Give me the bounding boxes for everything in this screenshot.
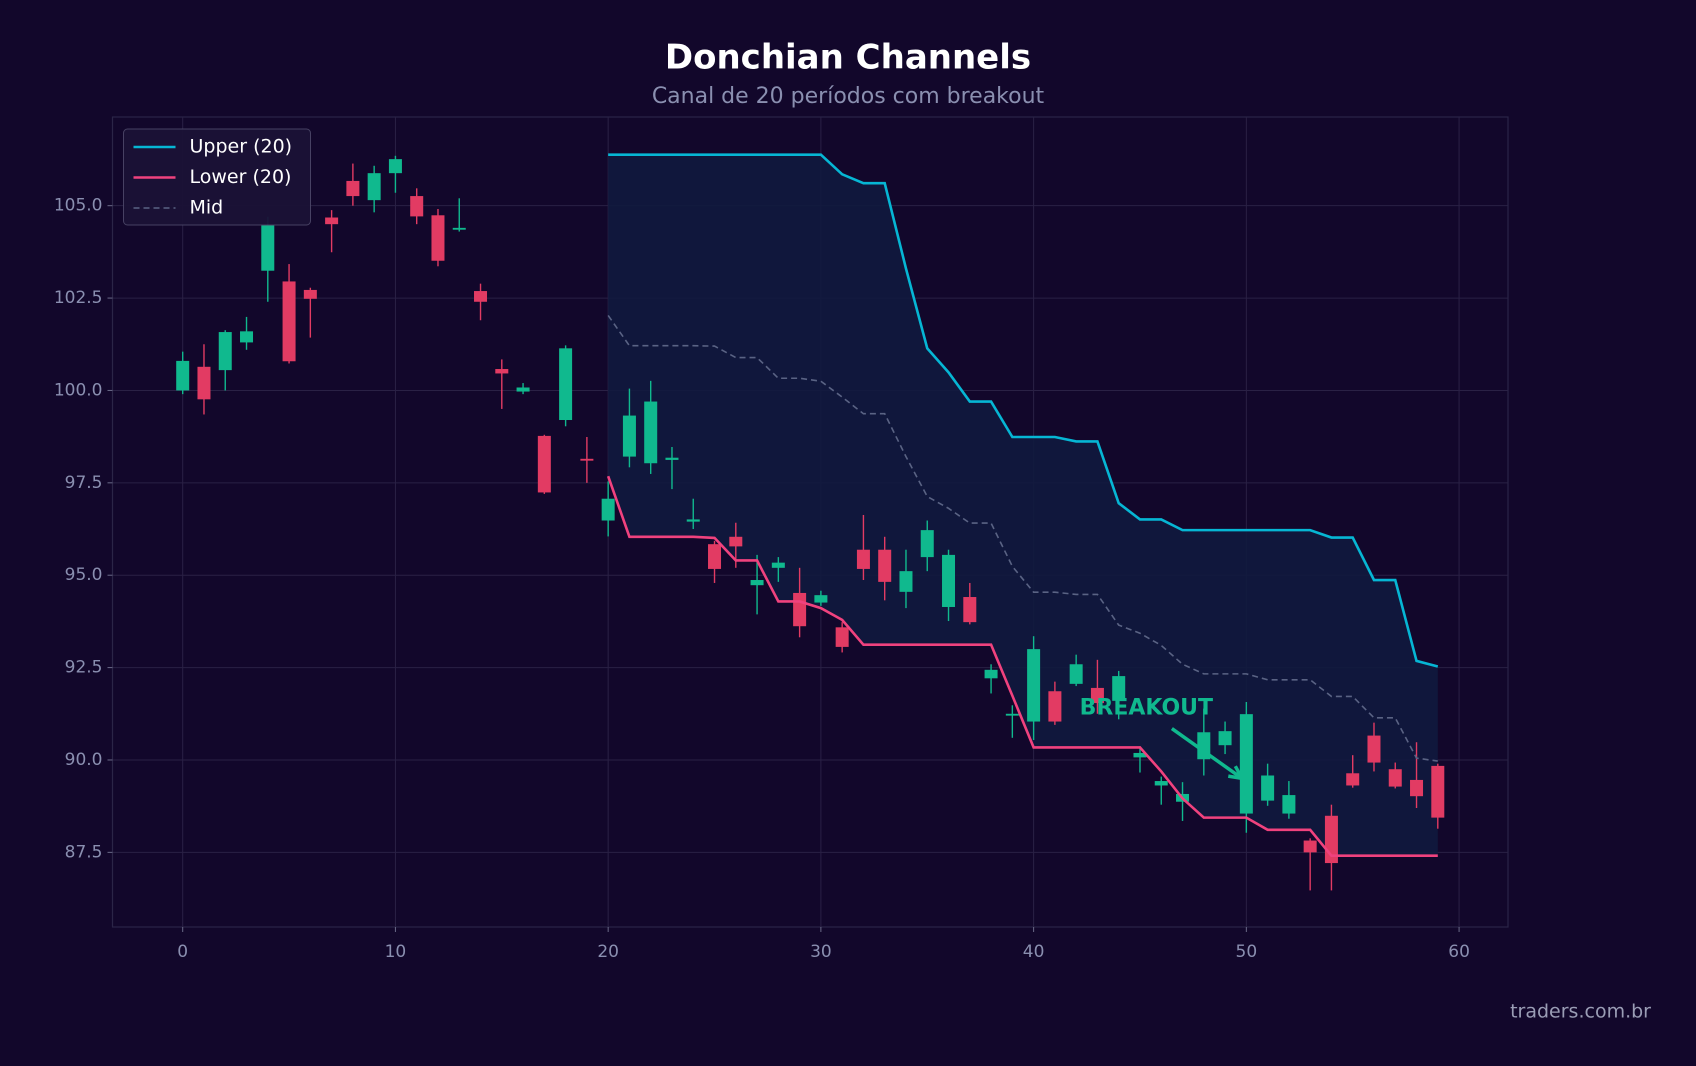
- candle-body: [1090, 687, 1104, 704]
- candle-body: [537, 435, 551, 493]
- y-tick-label: 105.0: [54, 196, 103, 216]
- y-tick-label: 95.0: [65, 565, 103, 585]
- candle-body: [814, 595, 828, 603]
- channel-fill: [608, 154, 1438, 856]
- candle-body: [1431, 765, 1445, 818]
- candle-body: [176, 360, 190, 391]
- candle-body: [367, 173, 381, 201]
- candle-body: [622, 415, 636, 457]
- y-tick-label: 87.5: [65, 842, 103, 862]
- candle-body: [665, 457, 679, 460]
- candle-body: [325, 217, 339, 225]
- candle-body: [1048, 691, 1062, 722]
- annotation-arrow: [1170, 727, 1244, 780]
- x-tick-label: 20: [597, 942, 619, 962]
- candle-body: [942, 554, 956, 607]
- candle-body: [218, 332, 232, 371]
- candle-body: [303, 289, 317, 299]
- candle-body: [793, 592, 807, 627]
- candle-body: [920, 530, 934, 558]
- candle-body: [261, 225, 275, 271]
- candle-body: [856, 549, 870, 569]
- legend-box: [123, 128, 311, 226]
- channel-line: [607, 314, 1438, 762]
- candle-body: [1410, 779, 1424, 797]
- y-tick-label: 90.0: [65, 750, 103, 770]
- y-tick-label: 92.5: [65, 658, 103, 678]
- channel-line: [606, 475, 1438, 857]
- candle-body: [729, 536, 743, 547]
- candle-body: [750, 580, 764, 586]
- candle-body: [197, 366, 211, 400]
- candle-body: [878, 549, 892, 582]
- candle-body: [708, 544, 722, 569]
- y-tick-label: 100.0: [54, 380, 103, 400]
- candle-body: [580, 458, 594, 461]
- candle-body: [771, 562, 785, 568]
- candle-body: [644, 401, 658, 464]
- chart-title: Donchian Channels: [665, 38, 1031, 78]
- candle-body: [1367, 735, 1381, 763]
- candle-body: [1346, 773, 1360, 786]
- x-tick-label: 50: [1236, 942, 1258, 962]
- legend-label: Mid: [190, 197, 224, 219]
- channel-line: [608, 153, 1439, 668]
- candle-body: [410, 196, 424, 217]
- candle-body: [559, 348, 573, 421]
- candle-body: [1303, 840, 1317, 853]
- candle-body: [474, 291, 488, 302]
- legend-label: Lower (20): [190, 166, 292, 188]
- candle-body: [495, 369, 509, 374]
- candle-body: [1027, 649, 1041, 722]
- candle-body: [1154, 781, 1168, 786]
- x-tick-label: 0: [177, 942, 188, 962]
- candle-body: [1388, 769, 1402, 787]
- candle-body: [388, 159, 402, 174]
- candle-body: [1239, 714, 1253, 814]
- candle-body: [516, 387, 530, 392]
- x-tick-label: 60: [1448, 942, 1470, 962]
- candle-body: [282, 281, 296, 362]
- candle-body: [1218, 731, 1232, 746]
- y-tick-label: 102.5: [54, 288, 103, 308]
- candle-body: [1261, 775, 1275, 801]
- legend-label: Upper (20): [190, 136, 293, 158]
- candle-body: [1112, 676, 1126, 701]
- x-tick-label: 40: [1023, 942, 1045, 962]
- candle-body: [240, 331, 254, 343]
- x-tick-label: 10: [385, 942, 407, 962]
- candle-body: [1005, 713, 1019, 716]
- candle-body: [1282, 795, 1296, 814]
- candle-body: [963, 597, 977, 623]
- annotation: BREAKOUT: [1080, 696, 1213, 721]
- y-tick-label: 97.5: [65, 473, 103, 493]
- watermark: traders.com.br: [1510, 1001, 1651, 1023]
- chart-subtitle: Canal de 20 períodos com breakout: [652, 84, 1045, 109]
- candle-body: [686, 519, 700, 522]
- x-tick-label: 30: [810, 942, 832, 962]
- candle-body: [1133, 752, 1147, 758]
- candle-body: [835, 627, 849, 647]
- candle-body: [431, 215, 445, 261]
- arrow-head: [1227, 765, 1244, 781]
- candle-body: [899, 571, 913, 592]
- candle-body: [984, 669, 998, 679]
- candle-body: [1069, 664, 1083, 684]
- candle-body: [452, 227, 466, 230]
- candle-body: [346, 180, 360, 197]
- candle-body: [601, 498, 615, 521]
